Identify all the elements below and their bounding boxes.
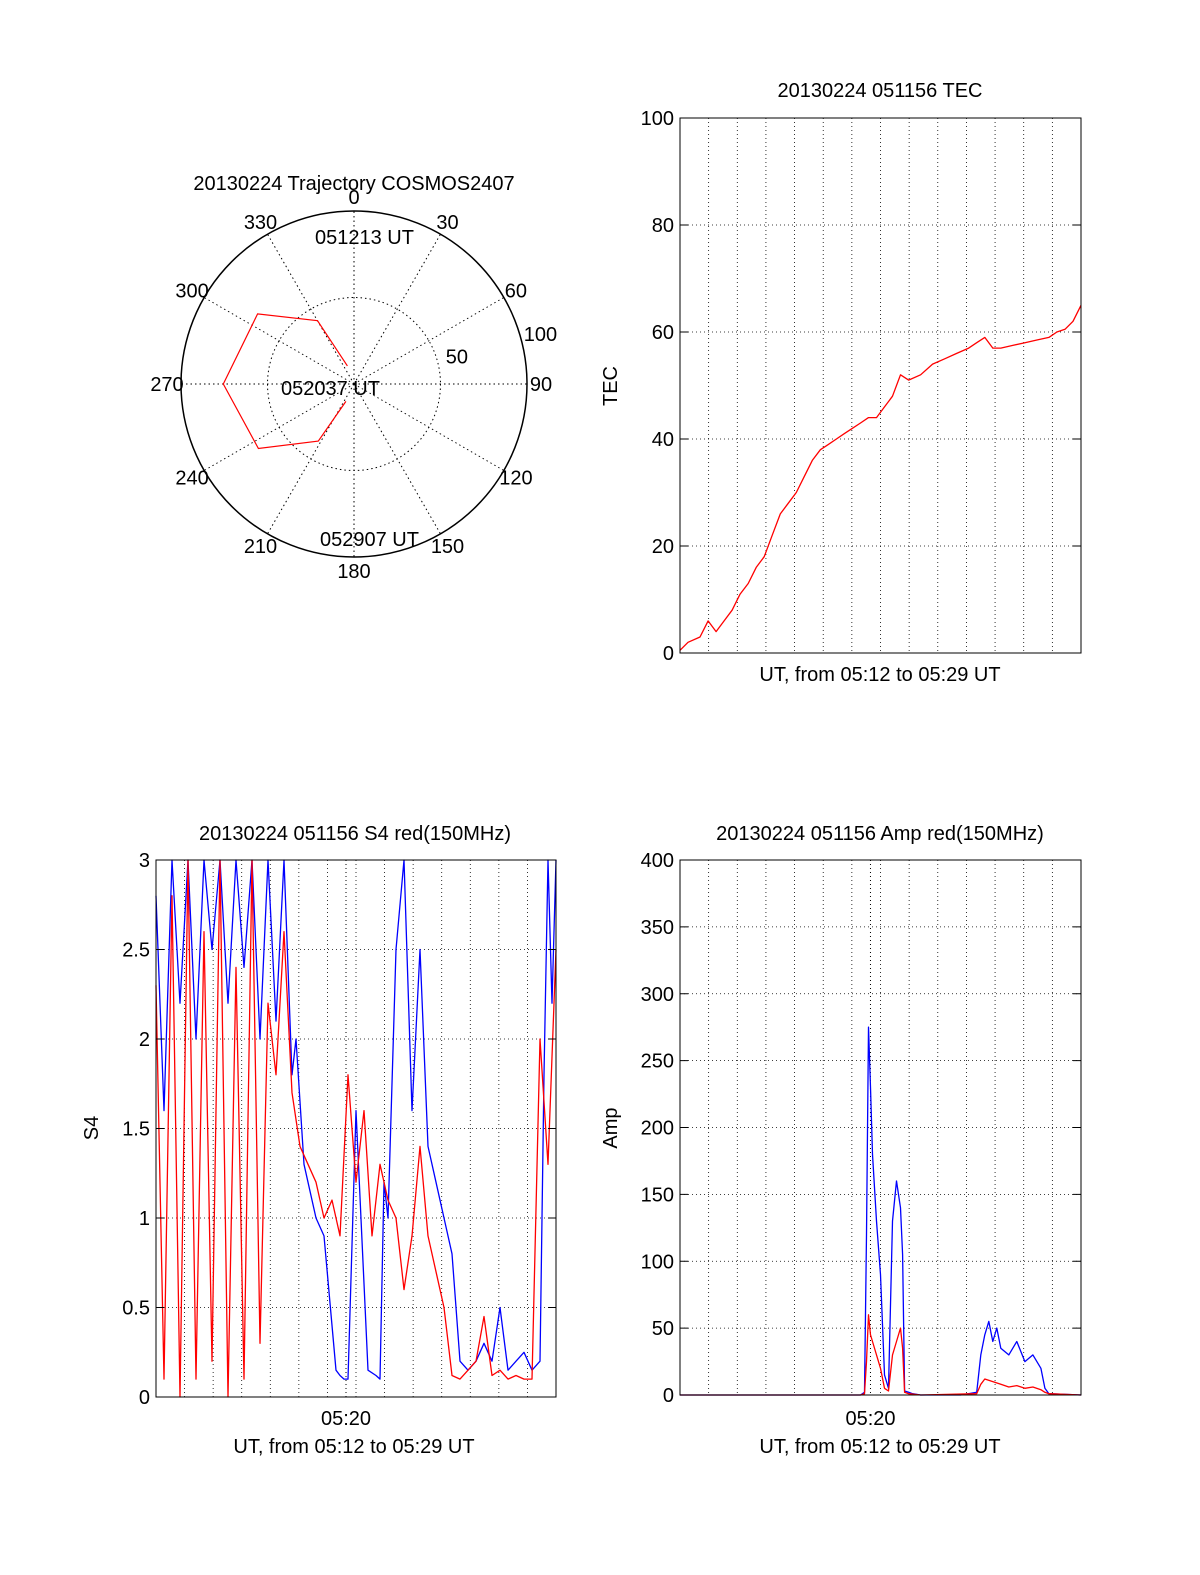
trajectory-line: [222, 313, 348, 450]
trajectory-start-label: 051213 UT: [315, 227, 414, 249]
polar-spoke: [353, 383, 441, 535]
s4-series-line-0: [155, 859, 557, 1380]
s4-chart: 20130224 051156 S4 red(150MHz) 0 0.5 1 1.5 2…: [81, 823, 557, 1458]
trajectory-mid-label: 052037 UT: [281, 378, 380, 400]
polar-spoke: [203, 383, 355, 471]
s4-series: [155, 859, 557, 1398]
tec-ytick-label: 20: [652, 536, 674, 558]
polar-spoke: [353, 297, 505, 385]
amp-ylabel: Amp: [600, 1107, 622, 1148]
tec-ytick-label: 60: [652, 322, 674, 344]
polar-spoke: [353, 383, 505, 471]
amp-title: 20130224 051156 Amp red(150MHz): [716, 823, 1044, 845]
polar-outer-circle: [180, 210, 528, 558]
s4-ytick-label: 1: [139, 1208, 150, 1230]
polar-angle-label: 0: [348, 187, 359, 209]
polar-radial-labels: 50 100: [446, 324, 557, 368]
polar-angle-label: 330: [244, 212, 277, 234]
s4-ytick-label: 0: [139, 1387, 150, 1409]
amp-ytick-label: 300: [641, 984, 674, 1006]
tec-y-ticks: 0 20 40 60 80 100: [641, 108, 1081, 665]
polar-angle-label: 270: [150, 374, 183, 396]
tec-title: 20130224 051156 TEC: [778, 80, 983, 102]
amp-chart: 20130224 051156 Amp red(150MHz) 0 50 100 15…: [600, 823, 1082, 1458]
amp-ytick-label: 100: [641, 1251, 674, 1273]
tec-plot-frame: [679, 117, 1082, 654]
polar-angle-label: 210: [244, 536, 277, 558]
polar-grid: [180, 210, 528, 558]
amp-ytick-label: 250: [641, 1051, 674, 1073]
amp-xtick-label: 05:20: [845, 1408, 895, 1430]
amp-ytick-label: 350: [641, 917, 674, 939]
trajectory-end-label: 052907 UT: [320, 529, 419, 551]
polar-spoke: [353, 233, 441, 385]
s4-ytick-label: 0.5: [122, 1298, 150, 1320]
tec-ytick-label: 40: [652, 429, 674, 451]
s4-series-line-1: [155, 859, 557, 1398]
amp-xlabel: UT, from 05:12 to 05:29 UT: [759, 1436, 1000, 1458]
polar-angle-label: 180: [337, 561, 370, 583]
s4-ytick-label: 3: [139, 850, 150, 872]
amp-ytick-label: 50: [652, 1318, 674, 1340]
tec-ytick-label: 100: [641, 108, 674, 130]
tec-series-line-0: [679, 305, 1082, 651]
s4-ytick-label: 2: [139, 1029, 150, 1051]
s4-ylabel: S4: [81, 1116, 103, 1140]
s4-xtick-label: 05:20: [321, 1408, 371, 1430]
polar-radial-label: 100: [524, 324, 557, 346]
polar-angle-label: 60: [505, 281, 527, 303]
tec-ytick-label: 80: [652, 215, 674, 237]
s4-ytick-label: 2.5: [122, 940, 150, 962]
polar-angle-label: 120: [499, 468, 532, 490]
amp-series-line-1: [680, 1314, 1082, 1396]
amp-ytick-label: 200: [641, 1118, 674, 1140]
s4-y-ticks: 0 0.5 1 1.5 2 2.5 3: [122, 850, 556, 1409]
tec-ylabel: TEC: [600, 366, 622, 406]
polar-spoke: [267, 233, 355, 385]
tec-gridlines: [680, 118, 1081, 653]
amp-gridlines: [680, 860, 1081, 1395]
polar-angle-label: 30: [436, 212, 458, 234]
amp-series: [680, 1026, 1082, 1396]
s4-title: 20130224 051156 S4 red(150MHz): [199, 823, 511, 845]
polar-angle-label: 150: [431, 536, 464, 558]
amp-series-line-0: [680, 1026, 1082, 1396]
amp-y-ticks: 0 50 100 150 200 250 300 350 400: [641, 850, 1081, 1407]
polar-angle-label: 300: [175, 281, 208, 303]
amp-ytick-label: 150: [641, 1184, 674, 1206]
polar-title: 20130224 Trajectory COSMOS2407: [193, 173, 514, 195]
tec-xlabel: UT, from 05:12 to 05:29 UT: [759, 664, 1000, 686]
polar-trajectory-chart: 20130224 Trajectory COSMOS2407 0 30 60 90 12…: [150, 173, 557, 583]
tec-ytick-label: 0: [663, 643, 674, 665]
tec-series: [679, 305, 1082, 651]
polar-angle-label: 240: [175, 468, 208, 490]
s4-ytick-label: 1.5: [122, 1119, 150, 1141]
polar-spoke: [203, 297, 355, 385]
tec-chart: 20130224 051156 TEC 0 20 40 60 80 100 TEC UT,…: [600, 80, 1082, 686]
s4-xlabel: UT, from 05:12 to 05:29 UT: [233, 1436, 474, 1458]
polar-spoke: [267, 383, 355, 535]
amp-ytick-label: 400: [641, 850, 674, 872]
amp-ytick-label: 0: [663, 1385, 674, 1407]
polar-radial-label: 50: [446, 346, 468, 368]
polar-angle-labels: 0 30 60 90 120 150 180 210 240 270 300 330: [150, 187, 552, 583]
polar-angle-label: 90: [530, 374, 552, 396]
